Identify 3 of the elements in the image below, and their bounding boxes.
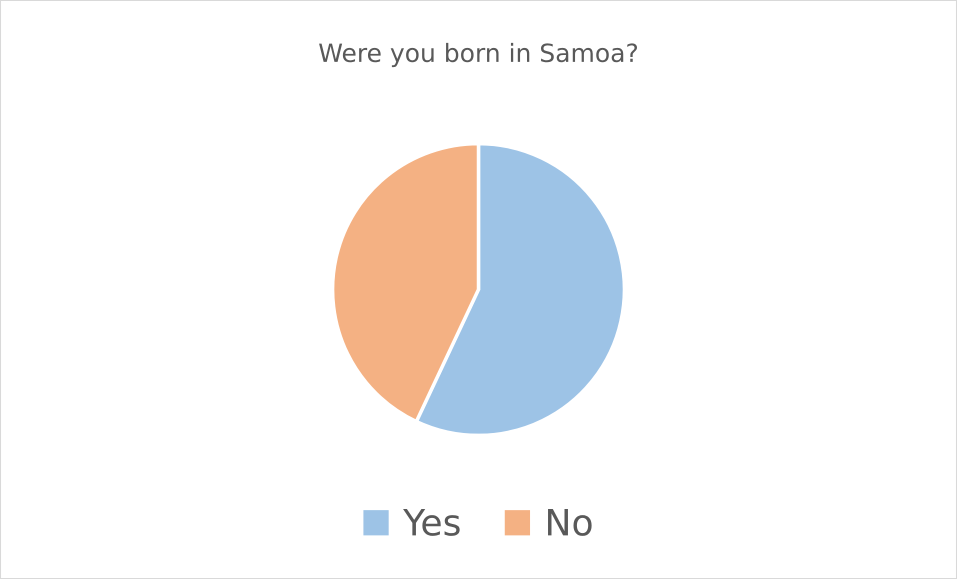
legend-label: No: [548, 509, 592, 536]
legend-label: Yes: [403, 509, 460, 536]
chart-title: Were you born in Samoa?: [319, 42, 638, 68]
